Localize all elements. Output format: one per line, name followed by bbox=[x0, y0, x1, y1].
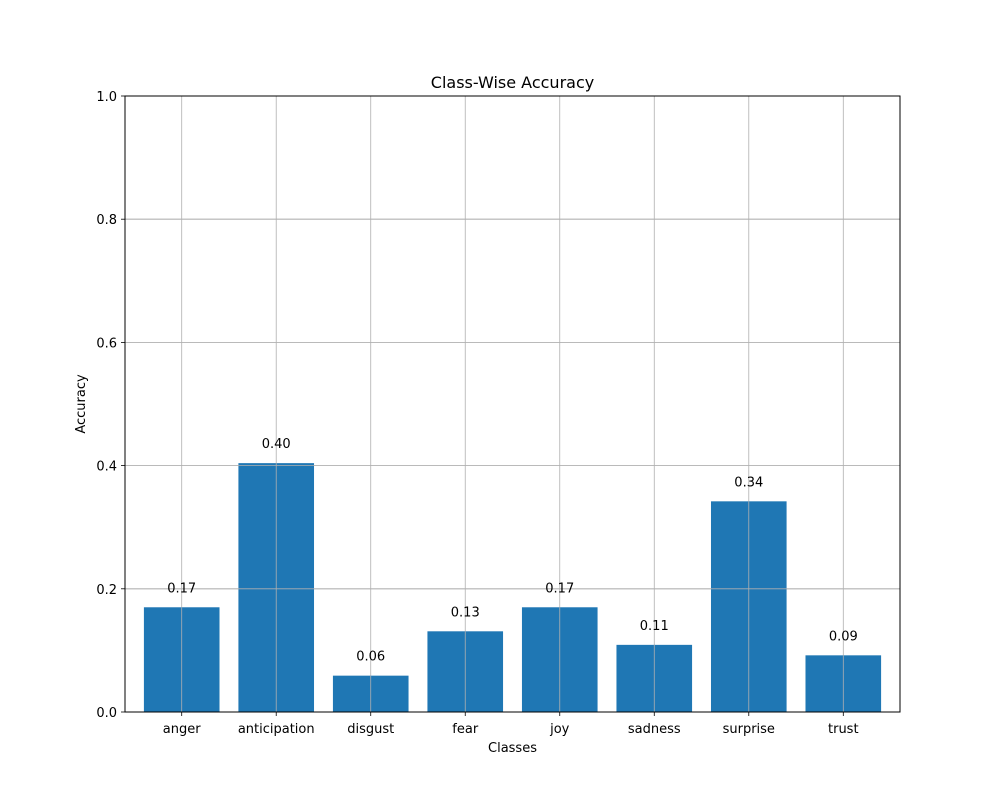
y-tick-label: 0.2 bbox=[96, 583, 117, 598]
x-tick-label-joy: joy bbox=[549, 722, 570, 737]
y-tick-label: 0.6 bbox=[96, 336, 117, 351]
data-label-trust: 0.09 bbox=[829, 629, 858, 644]
x-axis-title: Classes bbox=[488, 741, 537, 756]
x-tick-label-anger: anger bbox=[163, 722, 201, 737]
data-label-anger: 0.17 bbox=[167, 581, 196, 596]
x-tick-label-fear: fear bbox=[452, 722, 479, 737]
data-label-fear: 0.13 bbox=[451, 605, 480, 620]
axis-ticks: 0.0 0.2 0.4 0.6 0.8 1.0 anger anticipation disgu… bbox=[96, 90, 858, 737]
y-tick-label: 0.8 bbox=[96, 213, 117, 228]
data-label-sadness: 0.11 bbox=[640, 619, 669, 634]
data-label-anticipation: 0.40 bbox=[262, 437, 291, 452]
data-label-joy: 0.17 bbox=[545, 581, 574, 596]
y-tick-label: 0.0 bbox=[96, 706, 117, 721]
y-tick-label: 1.0 bbox=[96, 90, 117, 105]
chart-title: Class-Wise Accuracy bbox=[431, 73, 594, 92]
data-label-disgust: 0.06 bbox=[356, 650, 385, 665]
x-tick-label-disgust: disgust bbox=[347, 722, 394, 737]
x-tick-label-surprise: surprise bbox=[723, 722, 775, 737]
y-tick-label: 0.4 bbox=[96, 460, 117, 475]
x-tick-label-sadness: sadness bbox=[628, 722, 681, 737]
data-labels: 0.17 0.40 0.06 0.13 0.17 0.11 0.34 0.09 bbox=[167, 437, 858, 665]
x-tick-label-anticipation: anticipation bbox=[238, 722, 315, 737]
plot-area-frame bbox=[124, 95, 901, 713]
x-tick-label-trust: trust bbox=[828, 722, 859, 737]
bars bbox=[125, 95, 900, 713]
y-axis-title: Accuracy bbox=[74, 374, 89, 434]
data-label-surprise: 0.34 bbox=[734, 475, 763, 490]
